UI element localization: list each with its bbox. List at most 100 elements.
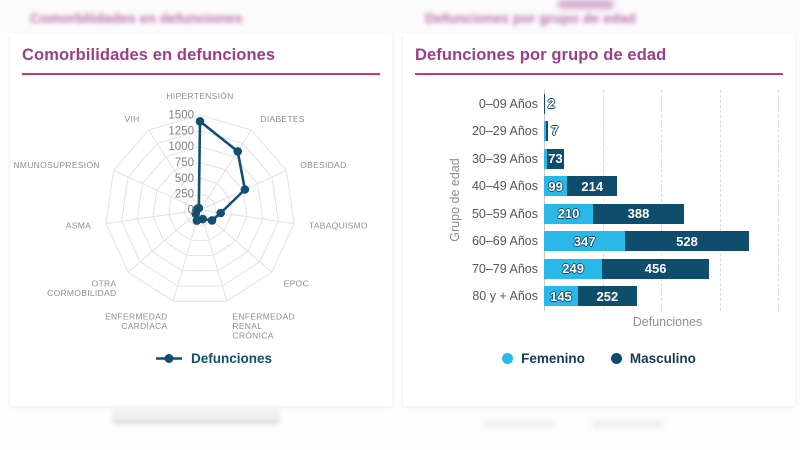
legend-item-femenino[interactable]: Femenino xyxy=(502,351,585,366)
radar-legend-label: Defunciones xyxy=(190,351,272,366)
legend-item-masculino[interactable]: Masculino xyxy=(610,351,696,366)
bar-value-label: 252 xyxy=(596,288,619,304)
blurred-header-strip: Comorbilidades en defunciones Defuncione… xyxy=(0,0,800,33)
radar-axis-label: ASMA xyxy=(66,220,91,230)
bar-category-label: 0–09 Años xyxy=(478,96,538,111)
radar-grid-spoke xyxy=(105,209,201,224)
bar-segment-femenino[interactable]: 145 xyxy=(544,286,578,307)
radar-grid-ring xyxy=(152,161,248,257)
bar-value-label-outside: 7 xyxy=(551,123,559,139)
radar-grid-ring xyxy=(183,193,217,226)
radar-data-point[interactable] xyxy=(195,117,205,126)
bar-category-label: 70–79 Años xyxy=(471,261,538,276)
radar-grid-spoke xyxy=(199,129,252,211)
radar-axis-label: EPOC xyxy=(284,279,309,289)
bar-row: 0–09 Años 2 xyxy=(409,90,789,118)
age-group-card-title: Defunciones por grupo de edad xyxy=(415,46,667,64)
radar-grid-ring xyxy=(168,177,232,241)
radar-tick-label: 1250 xyxy=(168,125,194,137)
blurred-smudge xyxy=(592,420,664,428)
radar-legend[interactable]: Defunciones xyxy=(22,351,404,366)
bar-track: 145 252 xyxy=(544,286,789,307)
bar-segment-masculino[interactable] xyxy=(544,93,545,114)
radar-grid-spoke xyxy=(148,129,201,211)
radar-grid-spoke xyxy=(113,170,201,211)
bar-value-label-outside: 2 xyxy=(547,95,555,111)
legend-label: Masculino xyxy=(629,351,696,366)
gridline-x-750 xyxy=(719,90,721,311)
radar-data-point[interactable] xyxy=(216,208,225,218)
gridline-x-1000 xyxy=(778,90,779,311)
radar-data-point[interactable] xyxy=(207,216,217,225)
bar-track: 347 528 xyxy=(544,231,789,252)
line-marker-icon xyxy=(155,354,182,363)
bar-track: 249 456 xyxy=(544,258,789,279)
blurred-title-left: Comorbilidades en defunciones xyxy=(30,10,243,26)
gridline-x-250 xyxy=(602,90,604,311)
bar-track: 99 214 xyxy=(544,176,789,197)
radar-axis-label: DIABETES xyxy=(260,114,304,124)
legend-label: Femenino xyxy=(521,351,585,366)
bar-segment-masculino[interactable]: 214 xyxy=(567,176,618,197)
radar-data-point[interactable] xyxy=(233,147,242,156)
radar-grid-ring xyxy=(136,146,264,272)
bar-value-label: 145 xyxy=(550,288,572,304)
bar-segment-masculino[interactable]: 456 xyxy=(602,258,709,279)
blurred-smudge xyxy=(484,420,554,428)
bar-segment-masculino[interactable]: 388 xyxy=(593,203,684,224)
radar-tick-label: 0 xyxy=(188,205,194,217)
bar-track: 210 388 xyxy=(544,203,789,224)
radar-data-point[interactable] xyxy=(192,216,202,225)
bar-category-label: 80 y + Años xyxy=(472,289,538,304)
title-underline xyxy=(415,73,783,75)
bar-value-label: 214 xyxy=(581,178,604,194)
radar-axis-label: VIH xyxy=(125,114,140,124)
radar-axis-label: ENFERMEDAD RENAL CRÓNICA xyxy=(232,312,295,341)
x-axis-title: Defunciones xyxy=(632,315,703,329)
radar-tick-label: 250 xyxy=(175,189,194,201)
title-underline xyxy=(22,73,380,75)
bar-segment-femenino[interactable] xyxy=(544,121,547,142)
comorbidities-card-title: Comorbilidades en defunciones xyxy=(22,46,276,64)
radar-tick-label: 750 xyxy=(175,157,194,169)
radar-chart: 0 250 500 750 1000 1250 1500 HIPERTENSIÓN DIABET… xyxy=(13,91,367,341)
bar-category-label: 20–29 Años xyxy=(471,124,538,139)
bar-value-label: 249 xyxy=(562,261,584,277)
blurred-title-right: Defunciones por grupo de edad xyxy=(425,10,636,26)
bar-segment-femenino[interactable]: 347 xyxy=(544,231,626,252)
bar-track: 73 xyxy=(544,148,789,169)
bar-row: 50–59 Años 210 388 xyxy=(409,200,789,228)
bar-segment-masculino[interactable]: 252 xyxy=(577,286,637,307)
bar-segment-femenino[interactable]: 99 xyxy=(544,176,568,197)
bar-segment-femenino[interactable] xyxy=(544,148,547,169)
bar-track: 7 xyxy=(544,121,789,142)
bar-value-label: 388 xyxy=(627,206,650,222)
blurred-smudge xyxy=(558,0,614,9)
radar-grid-spoke xyxy=(199,209,228,302)
radar-axis-label: OTRA CORMOBILIDAD xyxy=(47,279,116,299)
bar-value-label: 99 xyxy=(548,178,563,194)
bar-segment-masculino[interactable]: 528 xyxy=(625,231,749,252)
bar-segment-femenino[interactable]: 249 xyxy=(544,258,603,279)
bar-row: 20–29 Años 7 xyxy=(409,118,789,146)
bar-legend: Femenino Masculino xyxy=(403,351,795,366)
bar-row: 80 y + Años 145 252 xyxy=(409,283,789,311)
bar-segment-femenino[interactable]: 210 xyxy=(544,203,594,224)
bar-gridlines xyxy=(544,90,791,311)
bar-value-label: 73 xyxy=(548,151,563,167)
bar-value-label: 528 xyxy=(676,233,698,249)
radar-data-point[interactable] xyxy=(194,203,204,213)
radar-grid-spoke xyxy=(127,209,201,273)
bar-rows: 0–09 Años 2 20–29 Años 7 30–39 Años 73 40–49 A… xyxy=(409,90,789,310)
bar-segment-masculino[interactable]: 73 xyxy=(546,148,564,169)
bar-segment-masculino[interactable] xyxy=(546,121,548,142)
radar-grid-spoke xyxy=(172,209,201,302)
radar-data-point[interactable] xyxy=(240,185,250,194)
bar-row: 70–79 Años 249 456 xyxy=(409,255,789,283)
bar-track: 2 xyxy=(544,93,789,114)
radar-grid-spoke xyxy=(199,209,295,224)
bar-value-label: 347 xyxy=(573,233,596,249)
comorbidities-card: Comorbilidades en defunciones 0 250 500 750… xyxy=(10,33,392,406)
radar-grid-ring xyxy=(105,114,295,302)
